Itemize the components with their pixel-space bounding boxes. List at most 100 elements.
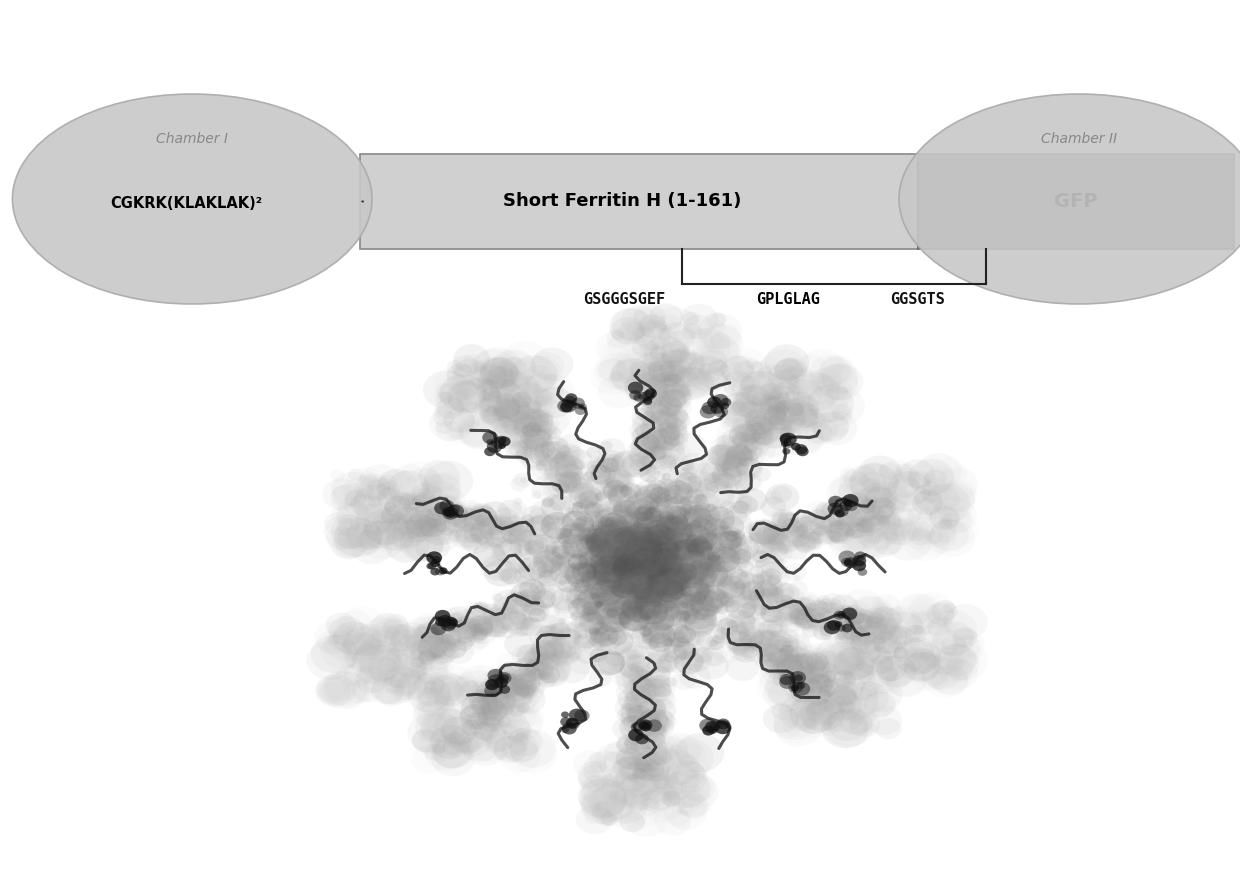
Circle shape [649,536,676,558]
Circle shape [605,510,639,537]
Circle shape [673,526,706,552]
Circle shape [660,489,683,508]
Circle shape [641,558,666,578]
Circle shape [673,565,703,588]
Circle shape [637,746,682,781]
Circle shape [653,585,672,600]
Circle shape [676,593,704,616]
Circle shape [711,403,724,414]
Circle shape [627,548,644,560]
Circle shape [453,366,474,383]
Circle shape [800,712,832,738]
Circle shape [645,789,658,801]
Circle shape [660,577,683,596]
Circle shape [415,516,430,528]
Circle shape [497,435,507,444]
Circle shape [640,516,650,524]
Circle shape [608,550,625,564]
Circle shape [647,705,660,715]
Circle shape [657,517,687,541]
Circle shape [608,630,627,646]
Circle shape [471,710,495,729]
Circle shape [763,523,787,543]
Circle shape [494,397,521,419]
Circle shape [835,628,862,649]
Circle shape [645,549,677,574]
Circle shape [480,628,492,636]
Circle shape [533,668,546,679]
Circle shape [632,424,657,444]
Circle shape [847,514,877,538]
Circle shape [661,501,675,511]
Circle shape [649,549,682,575]
Circle shape [636,555,658,573]
Circle shape [549,536,559,545]
Circle shape [807,675,832,696]
Circle shape [641,429,666,449]
Circle shape [632,577,652,593]
Circle shape [693,586,727,612]
Circle shape [518,433,539,450]
Circle shape [598,586,630,612]
Circle shape [651,558,678,579]
Circle shape [491,538,502,547]
Circle shape [811,690,836,709]
Circle shape [600,517,613,528]
Circle shape [640,722,667,744]
Circle shape [627,568,655,591]
Circle shape [733,553,751,568]
Circle shape [653,597,666,607]
Circle shape [484,690,495,698]
Circle shape [823,670,837,681]
Circle shape [670,541,703,568]
Circle shape [467,367,495,389]
Circle shape [724,394,765,427]
Circle shape [837,630,851,642]
Circle shape [534,659,554,676]
Circle shape [795,444,807,454]
Circle shape [568,554,588,571]
Circle shape [639,678,656,693]
Circle shape [764,413,792,436]
Circle shape [641,369,670,392]
Circle shape [479,362,522,398]
Circle shape [657,419,671,430]
Circle shape [658,443,686,465]
Circle shape [487,627,501,637]
Circle shape [635,484,668,510]
Circle shape [707,445,733,466]
Circle shape [761,404,785,423]
Circle shape [779,669,799,686]
Circle shape [606,578,627,594]
Circle shape [640,466,660,482]
Circle shape [817,610,836,625]
Circle shape [651,760,665,771]
Circle shape [639,677,652,688]
Circle shape [649,710,673,731]
Circle shape [626,727,650,746]
Circle shape [761,561,784,579]
Circle shape [722,461,743,478]
Circle shape [883,625,913,649]
Circle shape [423,744,445,760]
Circle shape [615,520,634,536]
Circle shape [794,682,810,696]
Circle shape [532,661,544,671]
Circle shape [639,538,666,559]
Circle shape [572,500,600,522]
Circle shape [650,548,672,566]
Circle shape [430,728,449,743]
Circle shape [672,539,699,561]
Circle shape [573,502,583,510]
Circle shape [795,653,808,663]
Circle shape [560,711,569,718]
Circle shape [730,444,744,454]
Circle shape [751,574,765,585]
Circle shape [445,418,477,444]
Circle shape [644,558,665,576]
Circle shape [401,491,418,505]
Circle shape [647,740,676,764]
Circle shape [680,550,708,572]
Circle shape [522,372,564,406]
Circle shape [605,469,635,493]
